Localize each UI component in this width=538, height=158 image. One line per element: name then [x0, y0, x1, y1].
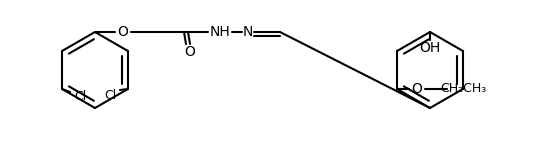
- Text: NH: NH: [210, 25, 230, 39]
- Text: Cl: Cl: [104, 88, 116, 101]
- Text: CH₂CH₃: CH₂CH₃: [440, 82, 486, 95]
- Text: OH: OH: [420, 41, 441, 55]
- Text: O: O: [412, 82, 422, 96]
- Text: N: N: [243, 25, 253, 39]
- Text: Cl: Cl: [74, 91, 86, 103]
- Text: O: O: [118, 25, 129, 39]
- Text: O: O: [185, 45, 195, 59]
